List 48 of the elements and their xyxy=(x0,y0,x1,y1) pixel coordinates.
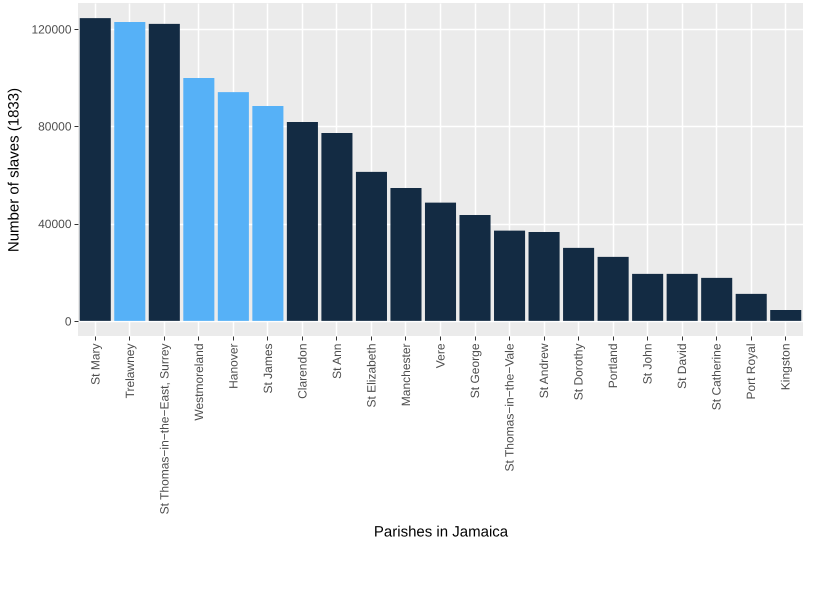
x-tick-label: Westmoreland xyxy=(192,344,206,421)
bar xyxy=(770,310,802,321)
y-axis-title: Number of slaves (1833) xyxy=(5,88,22,252)
x-tick-label: St Thomas−in−the−Vale xyxy=(502,343,517,472)
x-tick-label: St Elizabeth xyxy=(364,344,378,408)
x-tick-label: St Andrew xyxy=(537,343,552,398)
bar xyxy=(114,22,146,321)
bar xyxy=(286,122,318,321)
bar xyxy=(80,18,111,321)
x-tick-label: St Thomas−in−the−East, Surrey xyxy=(157,344,172,514)
bar xyxy=(459,215,491,321)
x-tick-label: St John xyxy=(640,344,655,384)
x-tick-label: Vere xyxy=(434,343,448,368)
x-tick-label: Port Royal xyxy=(744,344,758,400)
bar xyxy=(183,78,214,321)
x-tick-label: Clarendon xyxy=(295,344,310,399)
x-tick-label: St Ann xyxy=(330,344,344,379)
x-tick-label: Kingston xyxy=(778,344,793,390)
y-tick-label: 40000 xyxy=(38,217,72,232)
bar xyxy=(736,294,767,321)
bar xyxy=(252,106,284,321)
y-tick-label: 120000 xyxy=(31,22,72,36)
bar xyxy=(356,172,387,321)
bar xyxy=(321,132,352,321)
x-axis-title: Parishes in Jamaica xyxy=(374,524,509,541)
x-tick-label: St David xyxy=(675,344,690,389)
bar xyxy=(598,256,629,321)
x-tick-label: St James xyxy=(260,344,275,394)
bar xyxy=(494,230,526,321)
x-tick-label: St Dorothy xyxy=(572,344,586,400)
bar xyxy=(666,274,698,321)
bar xyxy=(563,248,594,321)
x-tick-label: St Catherine xyxy=(710,343,724,410)
x-tick-label: Portland xyxy=(606,344,620,388)
bar xyxy=(632,274,664,321)
x-tick-label: St George xyxy=(468,343,482,398)
bar xyxy=(148,24,180,321)
bar xyxy=(701,278,732,321)
bar xyxy=(218,92,249,321)
y-tick-label: 0 xyxy=(64,314,72,328)
x-tick-label: Trelawney xyxy=(122,344,137,398)
x-tick-label: Manchester xyxy=(398,344,413,406)
bar xyxy=(390,188,422,321)
x-tick-label: Hanover xyxy=(226,344,240,389)
x-tick-label: St Mary xyxy=(88,344,102,385)
bar xyxy=(528,232,560,321)
y-tick-label: 80000 xyxy=(38,120,72,134)
bar xyxy=(424,202,456,321)
